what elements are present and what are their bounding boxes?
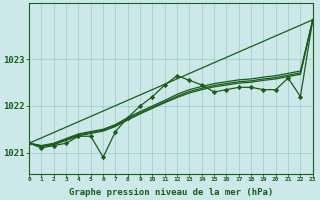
X-axis label: Graphe pression niveau de la mer (hPa): Graphe pression niveau de la mer (hPa) (69, 188, 273, 197)
